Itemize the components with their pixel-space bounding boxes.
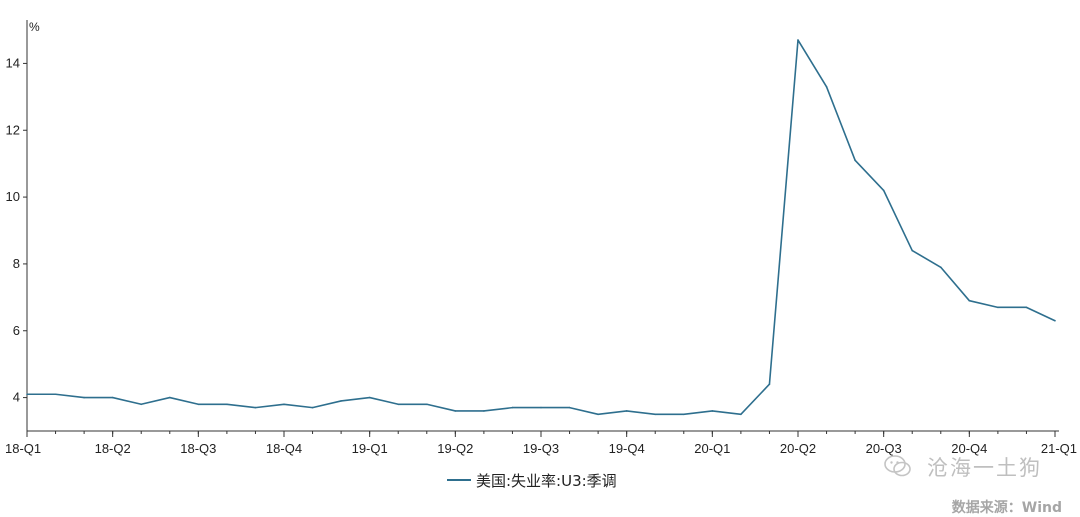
data-point [111,396,114,399]
data-point [483,410,485,412]
data-point [825,86,828,88]
data-point [911,249,914,252]
data-point [797,39,799,41]
legend-label: 美国:失业率:U3:季调 [476,472,617,490]
data-point [511,406,514,409]
data-point [882,189,885,192]
data-point [197,403,200,406]
data-point [654,413,657,416]
data-point [340,400,342,402]
data-point [254,406,257,409]
x-tick-label: 20-Q3 [866,441,902,456]
x-tick-label: 19-Q1 [352,441,388,456]
series-layer [26,39,1056,416]
y-tick-label: 12 [6,122,20,137]
y-tick-label: 4 [13,390,20,405]
data-point [140,403,143,406]
watermark-text: 沧海一土狗 [927,456,1042,480]
data-point [968,299,971,302]
series-line [27,39,1056,416]
data-point [283,403,285,406]
x-tick-label: 19-Q3 [523,441,559,456]
y-tick-label: 8 [13,256,20,271]
x-tick-label: 19-Q2 [437,441,473,456]
data-point [939,266,942,269]
x-tick-label: 20-Q2 [780,441,816,456]
data-point [454,410,457,412]
x-tick-label: 18-Q4 [266,441,302,456]
x-tick-label: 20-Q4 [951,441,987,456]
data-point [1054,319,1056,322]
y-tick-label: 10 [6,189,20,204]
data-point [311,406,314,409]
data-point [54,393,57,396]
data-point [425,403,428,406]
data-point [226,403,228,406]
data-point [682,413,685,416]
data-point [397,403,400,406]
legend: 美国:失业率:U3:季调 [447,472,617,490]
data-point [768,383,771,386]
data-point [1025,306,1028,309]
data-point [711,410,714,412]
x-tick-label: 18-Q1 [5,441,41,456]
data-point [597,413,599,416]
data-point [568,406,571,409]
y-axis: 4 6 8 10 12 14% [6,20,40,431]
x-tick-label: 20-Q1 [694,441,730,456]
data-point [26,393,28,396]
x-axis: 18-Q1 18-Q2 18-Q3 18-Q4 19-Q1 19-Q2 19-Q3 19-Q4… [5,430,1077,456]
source-label: 数据来源：Wind [951,500,1062,516]
data-point [368,396,371,399]
x-tick-label: 18-Q2 [95,441,131,456]
data-point [997,306,999,309]
y-tick-label: 6 [13,323,20,338]
x-tick-label: 21-Q1 [1041,441,1077,456]
wechat-icon [884,455,911,477]
y-tick-label: 14 [6,55,20,70]
data-point [740,413,742,416]
x-tick-label: 18-Q3 [180,441,216,456]
data-point [625,410,628,412]
x-tick-label: 19-Q4 [609,441,645,456]
data-point [168,396,171,399]
data-point [540,406,542,409]
data-point [83,396,85,399]
y-unit-label: % [29,20,40,34]
data-point [854,159,856,162]
